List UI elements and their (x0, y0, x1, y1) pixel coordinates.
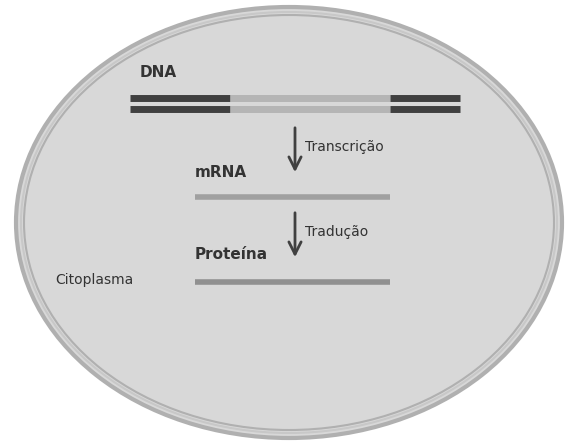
Ellipse shape (24, 15, 554, 430)
Ellipse shape (16, 7, 562, 438)
Text: Citoplasma: Citoplasma (55, 273, 134, 287)
Text: Transcrição: Transcrição (305, 140, 384, 154)
Text: DNA: DNA (140, 65, 177, 80)
Text: Tradução: Tradução (305, 225, 368, 239)
Text: Proteína: Proteína (195, 247, 268, 262)
Ellipse shape (21, 12, 557, 433)
Text: mRNA: mRNA (195, 165, 247, 180)
